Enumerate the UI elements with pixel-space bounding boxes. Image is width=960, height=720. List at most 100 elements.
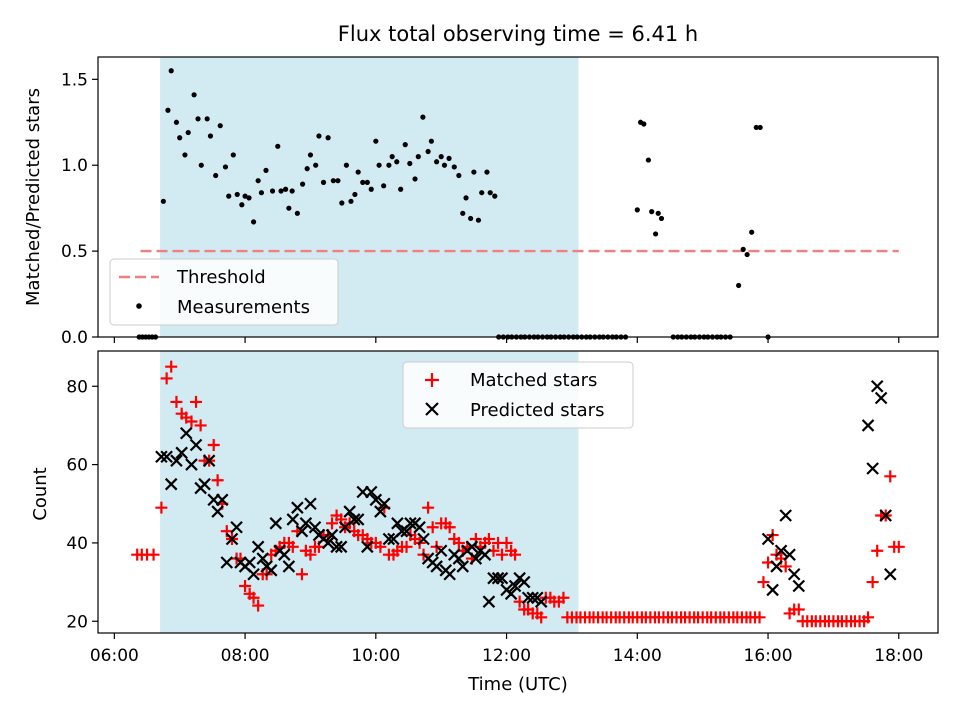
predicted-star-point [491,571,505,585]
predicted-star-point [495,571,509,585]
y-tick-label: 20 [66,612,88,632]
measurement-point [246,195,252,201]
measurement-point [275,143,281,149]
measurement-point [191,92,197,98]
measurement-point [304,166,310,172]
matched-star-point [892,540,905,553]
matched-star-point [295,568,308,581]
predicted-star-point [304,497,317,511]
measurement-point [307,152,314,158]
measurement-point [484,169,490,175]
matched-star-point [792,603,805,616]
measurement-point [165,107,171,113]
matched-star-point [185,415,198,428]
measurement-point [381,183,387,189]
matched-star-point [500,536,513,549]
predicted-star-point [761,532,775,546]
measurement-point [355,169,361,175]
matched-star-point [239,580,252,592]
predicted-star-point [482,595,496,608]
measurement-point [239,202,245,208]
legend-measurements-label: Measurements [177,297,310,318]
matched-star-point [482,533,495,545]
predicted-star-point [526,591,539,605]
measurement-point [242,193,248,199]
y-tick-label: 1.5 [61,70,88,90]
predicted-star-point [382,532,396,546]
predicted-star-point [256,552,270,565]
measurement-point [177,135,183,141]
matched-star-point [190,395,203,408]
predicted-star-point [787,567,801,581]
measurement-point [645,157,652,163]
predicted-star-point [264,564,278,577]
measurement-point [217,123,223,129]
matched-star-point [862,611,875,624]
measurement-point [658,215,665,222]
predicted-star-point [220,556,234,569]
predicted-star-point [534,595,548,608]
x-tick-label: 10:00 [351,646,400,666]
matched-star-point [374,540,387,553]
predicted-star-point [170,454,183,467]
measurement-point [198,162,204,168]
measurement-point [352,191,358,198]
measurement-point [425,148,431,155]
matched-star-point [535,611,548,624]
matched-star-point [252,599,265,612]
measurement-point [195,116,201,122]
predicted-star-point [278,548,291,561]
plot-frame-bottom [97,350,939,634]
measurement-point [278,188,284,194]
measurement-point [360,179,366,185]
predicted-star-point [413,520,426,534]
matched-star-point [211,474,224,487]
matched-star-point [871,544,884,557]
predicted-star-point [792,579,806,593]
legend-matched-swatch [425,373,439,387]
predicted-star-point [874,391,888,405]
predicted-star-point [465,540,479,554]
matched-star-point [495,548,508,561]
predicted-star-point [211,505,224,518]
measurement-point [207,133,214,139]
predicted-star-point [774,544,788,558]
measurement-point [386,162,392,168]
legend-threshold-label: Threshold [176,267,266,288]
measurement-point [173,119,180,125]
predicted-star-point [443,567,456,581]
measurement-point [222,164,229,170]
measurement-point [316,133,322,139]
predicted-star-point [286,513,300,526]
legend-top: Threshold Measurements [109,258,339,326]
x-tick-label: 14:00 [613,646,662,666]
matched-star-point [422,501,435,514]
measurement-point [335,178,341,184]
predicted-star-point [417,532,430,546]
predicted-star-point [251,540,265,554]
measurement-point [641,121,647,127]
predicted-star-point [517,575,531,589]
measurement-point [415,154,421,160]
measurement-point [325,135,331,141]
predicted-star-point [866,462,879,475]
measurement-point [226,193,232,199]
predicted-star-point [330,540,343,554]
measurement-point [468,215,474,222]
measurement-point [234,191,240,198]
measurement-point [479,190,485,196]
measurement-point [394,159,400,165]
measurement-point [655,210,661,216]
predicted-star-point [870,379,884,393]
predicted-star-point [225,532,239,546]
measurement-point [736,282,742,289]
measurement-point [420,114,426,120]
measurement-point [441,162,448,168]
measurement-point [185,129,191,136]
plot-frame-top [97,56,939,338]
predicted-star-point [456,560,470,573]
predicted-star-point [766,583,779,597]
measurement-point [376,162,382,168]
matched-star-point [866,576,879,589]
predicted-star-point [243,556,256,569]
